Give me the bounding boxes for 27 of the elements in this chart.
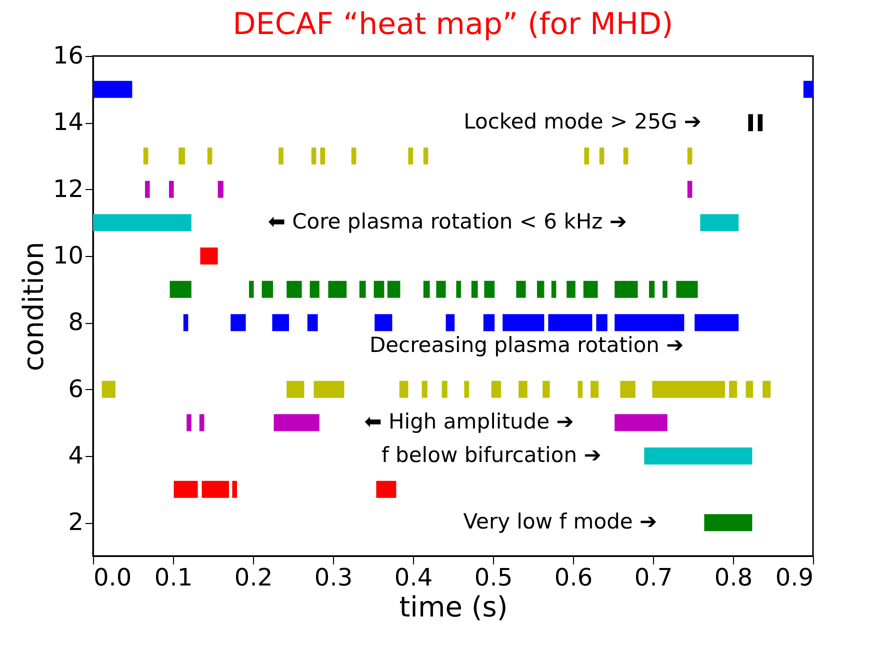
- x-tick-label: 0.8: [714, 564, 753, 592]
- annotation: f below bifurcation ➔: [381, 443, 602, 467]
- y-tick-label: 2: [68, 508, 84, 536]
- x-tick-label: 0.0: [94, 564, 132, 592]
- chart-title: DECAF “heat map” (for MHD): [232, 7, 674, 42]
- annotation: ⬅ High amplitude ➔: [364, 410, 574, 434]
- annotation: Decreasing plasma rotation ➔: [369, 333, 684, 357]
- y-tick-label: 14: [52, 108, 84, 136]
- y-tick-label: 10: [52, 242, 84, 270]
- x-tick-label: 0.7: [634, 564, 673, 592]
- y-tick-label: 16: [52, 42, 84, 70]
- y-tick-label: 12: [52, 174, 84, 203]
- y-tick-label: 6: [68, 374, 84, 403]
- annotation: Locked mode > 25G ➔: [464, 110, 702, 134]
- x-tick-label: 0.9: [775, 564, 814, 592]
- annotation: Very low f mode ➔: [463, 510, 658, 534]
- x-axis-title: time (s): [399, 590, 508, 624]
- y-tick-label: 4: [68, 442, 84, 470]
- y-axis-title: condition: [16, 242, 50, 372]
- x-tick-label: 0.3: [314, 564, 353, 592]
- annotation: ⬅ Core plasma rotation < 6 kHz ➔: [268, 210, 627, 234]
- y-tick-label: 8: [68, 308, 84, 336]
- x-tick-label: 0.1: [154, 564, 193, 592]
- x-tick-label: 0.6: [554, 564, 593, 592]
- x-tick-label: 0.4: [394, 564, 433, 592]
- x-tick-label: 0.2: [234, 564, 273, 592]
- x-tick-label: 0.5: [474, 564, 513, 592]
